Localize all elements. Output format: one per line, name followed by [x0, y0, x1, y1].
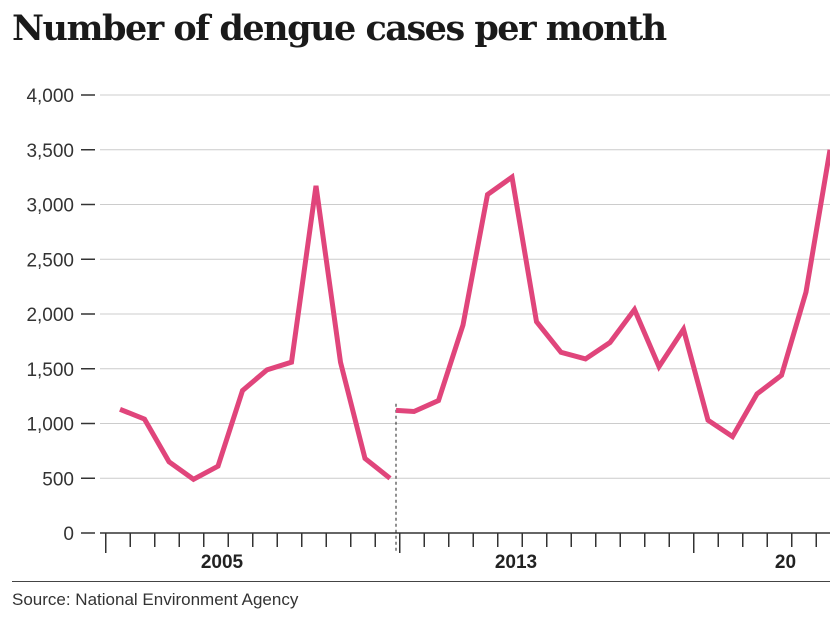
x-tick-label: 20 [775, 552, 796, 573]
x-axis: 2005 2013 20 [100, 532, 830, 573]
y-tick-label: 3,500 [26, 141, 74, 162]
y-tick-label: 1,000 [26, 415, 74, 436]
chart-title: Number of dengue cases per month [12, 8, 667, 49]
y-tick-label: 2,500 [26, 250, 74, 271]
footer-rule [12, 581, 830, 582]
series-line-2 [395, 149, 830, 441]
x-tick-label: 2013 [495, 552, 537, 573]
line-chart: 05001,0001,5002,0002,5003,0003,5004,000 … [26, 86, 830, 573]
source-note: Source: National Environment Agency [12, 590, 299, 609]
y-tick-label: 500 [42, 469, 74, 490]
x-tick-label: 2005 [201, 552, 244, 573]
y-tick-label: 4,000 [26, 86, 74, 107]
y-tick-label: 3,000 [26, 196, 74, 217]
y-tick-label: 1,500 [26, 360, 74, 381]
series-line-1 [119, 185, 392, 483]
grid-lines [100, 94, 830, 479]
y-axis: 0 500 1,000 1,500 2,000 2,500 3,000 3,500 4,000 [26, 86, 95, 545]
y-tick-label: 0 [63, 524, 74, 545]
y-tick-label: 2,000 [26, 305, 74, 326]
data-series [119, 149, 830, 483]
